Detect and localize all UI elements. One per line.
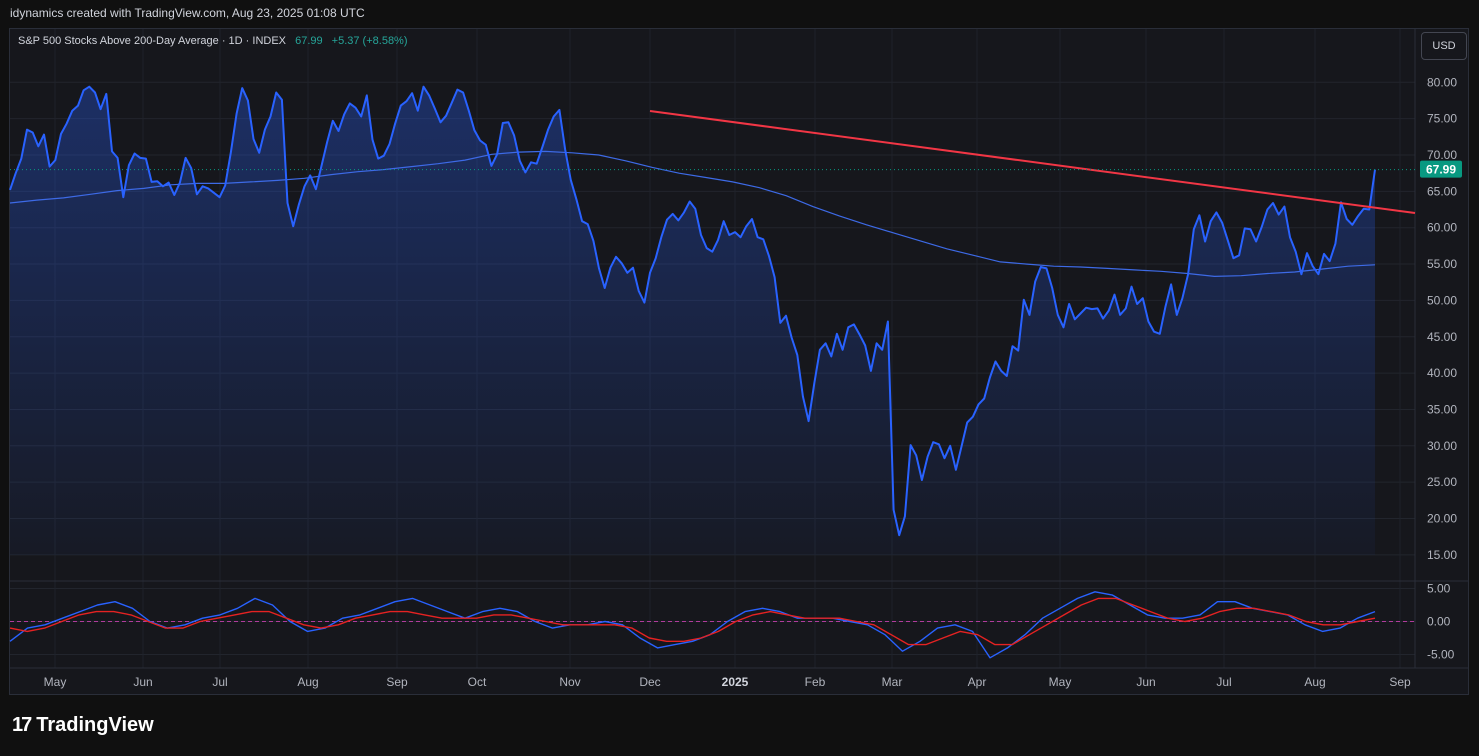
y-tick-label: 15.00 — [1427, 548, 1457, 562]
x-tick-label: Jul — [212, 675, 227, 689]
x-tick-label: 2025 — [722, 675, 749, 689]
y-tick-label: 40.00 — [1427, 366, 1457, 380]
y-tick-label: 80.00 — [1427, 75, 1457, 89]
x-tick-label: Nov — [559, 675, 580, 689]
x-tick-label: May — [44, 675, 67, 689]
y-tick-label: 75.00 — [1427, 112, 1457, 126]
tradingview-logo: 17 TradingView — [12, 714, 154, 737]
x-tick-label: Mar — [882, 675, 903, 689]
y-tick-label: 25.00 — [1427, 475, 1457, 489]
x-tick-label: Dec — [639, 675, 660, 689]
y-tick-label: 45.00 — [1427, 330, 1457, 344]
symbol-change: +5.37 (+8.58%) — [331, 35, 408, 47]
attribution-header: idynamics created with TradingView.com, … — [10, 6, 365, 20]
x-tick-label: Jun — [133, 675, 152, 689]
y-tick-label: 55.00 — [1427, 257, 1457, 271]
tradingview-logo-text: TradingView — [36, 714, 154, 736]
x-tick-label: Aug — [297, 675, 318, 689]
price-tag-bg — [1420, 160, 1462, 178]
y-tick-label: 65.00 — [1427, 184, 1457, 198]
x-tick-label: Oct — [468, 675, 487, 689]
x-tick-label: Feb — [805, 675, 826, 689]
x-tick-label: May — [1049, 675, 1072, 689]
y-tick-label: 50.00 — [1427, 293, 1457, 307]
price-tag: 67.99 — [1426, 163, 1456, 177]
symbol-last-value: 67.99 — [295, 35, 323, 47]
y-tick-label: 70.00 — [1427, 148, 1457, 162]
y-tick-label: 60.00 — [1427, 221, 1457, 235]
trend-line — [649, 110, 1416, 214]
currency-button[interactable]: USD — [1421, 32, 1467, 60]
symbol-name: S&P 500 Stocks Above 200-Day Average · 1… — [18, 35, 287, 47]
x-tick-label: Apr — [968, 675, 987, 689]
y-tick-label: 35.00 — [1427, 402, 1457, 416]
y-tick-label: 30.00 — [1427, 439, 1457, 453]
symbol-title: S&P 500 Stocks Above 200-Day Average · 1… — [18, 35, 408, 47]
x-tick-label: Aug — [1304, 675, 1325, 689]
x-tick-label: Jul — [1216, 675, 1231, 689]
osc-y-tick-label: 5.00 — [1427, 582, 1451, 596]
series-line — [9, 85, 1376, 537]
x-tick-label: Sep — [1389, 675, 1411, 689]
x-tick-label: Jun — [1136, 675, 1155, 689]
osc-slow-line — [9, 597, 1376, 646]
tradingview-logo-icon: 17 — [12, 714, 32, 736]
y-tick-label: 20.00 — [1427, 512, 1457, 526]
osc-y-tick-label: -5.00 — [1427, 648, 1455, 662]
moving-average-line — [9, 150, 1376, 278]
x-tick-label: Sep — [386, 675, 408, 689]
osc-fast-line — [9, 591, 1376, 659]
series-area-fill — [10, 86, 1375, 555]
osc-y-tick-label: 0.00 — [1427, 615, 1451, 629]
